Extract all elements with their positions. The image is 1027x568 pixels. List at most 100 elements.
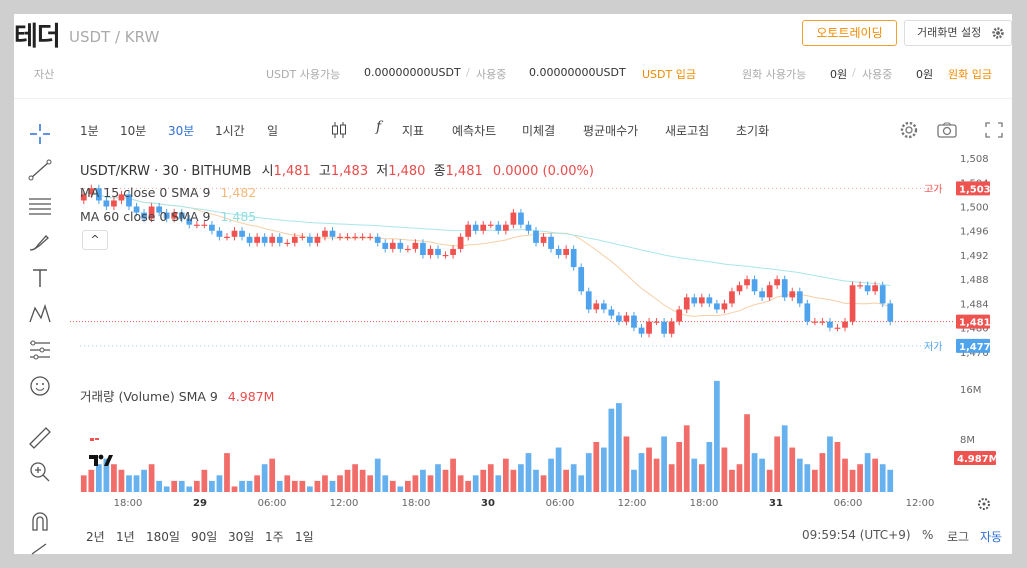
candle	[193, 224, 200, 226]
auto-trading-button[interactable]: 오토트레이딩	[802, 20, 897, 46]
volume-bar	[502, 458, 509, 492]
volume-bar	[804, 464, 811, 492]
volume-bar	[133, 475, 140, 492]
candle	[420, 242, 426, 255]
high-value: 1,503	[959, 184, 991, 195]
magnet-icon[interactable]	[24, 508, 56, 536]
candle	[95, 188, 102, 201]
candle	[299, 236, 306, 238]
candle	[555, 248, 562, 255]
time-settings-icon[interactable]	[976, 496, 992, 512]
crosshair-icon[interactable]	[24, 120, 56, 148]
volume-bar	[744, 414, 750, 492]
volume-bar	[857, 464, 863, 492]
lock-drawings-icon[interactable]	[24, 542, 56, 556]
interval-10m[interactable]: 10분	[120, 124, 147, 138]
candle	[857, 285, 863, 287]
volume-bar	[337, 475, 343, 492]
candle	[744, 279, 750, 286]
interval-1m[interactable]: 1분	[80, 124, 99, 138]
volume-bar	[706, 442, 713, 492]
range-1y[interactable]: 1년	[116, 530, 135, 544]
open-label: 시	[261, 164, 274, 179]
pattern-icon[interactable]	[24, 300, 56, 328]
volume-bar	[103, 458, 110, 492]
candle	[781, 279, 788, 298]
auto-toggle[interactable]: 자동	[980, 530, 1003, 544]
fib-lines-icon[interactable]	[24, 192, 56, 220]
interval-day[interactable]: 일	[267, 124, 279, 138]
volume-label: 거래량 (Volume) SMA 9	[80, 389, 218, 404]
ruler-icon[interactable]	[24, 422, 56, 450]
zoom-in-icon[interactable]	[24, 458, 56, 486]
volume-bar	[246, 480, 253, 492]
volume-bar	[849, 469, 856, 492]
candle	[789, 291, 796, 298]
log-toggle[interactable]: 로그	[947, 530, 970, 544]
legend-collapse-button[interactable]: ^	[82, 230, 108, 250]
time-tick-label: 18:00	[690, 498, 719, 509]
open-orders-button[interactable]: 미체결	[522, 124, 556, 138]
range-90d[interactable]: 90일	[191, 530, 218, 544]
volume-bar	[834, 442, 841, 492]
chart-settings-icon[interactable]	[898, 120, 920, 140]
indicator-button[interactable]: 지표	[402, 124, 425, 138]
range-1d[interactable]: 1일	[295, 530, 314, 544]
candle	[246, 236, 253, 243]
prediction-icon[interactable]	[24, 336, 56, 364]
volume-bar	[344, 469, 351, 492]
text-tool-icon[interactable]	[24, 264, 56, 292]
volume-bar	[480, 469, 487, 492]
candle	[872, 285, 879, 292]
trend-line-icon[interactable]	[24, 156, 56, 184]
volume-bar	[796, 458, 803, 492]
percent-toggle[interactable]: %	[922, 528, 934, 542]
range-2y[interactable]: 2년	[86, 530, 105, 544]
candle	[141, 212, 147, 219]
forecast-button[interactable]: 예측차트	[452, 124, 497, 138]
symbol-label: USDT/KRW · 30 · BITHUMB	[80, 164, 252, 179]
candle-type-icon[interactable]	[330, 120, 348, 140]
ma60-legend[interactable]: MA 60 close 0 SMA 9 1,485	[80, 209, 256, 224]
reset-button[interactable]: 초기화	[736, 124, 770, 138]
volume-bar	[751, 453, 758, 492]
candle	[827, 321, 833, 328]
usdt-deposit-link[interactable]: USDT 입금	[642, 68, 696, 81]
krw-deposit-link[interactable]: 원화 입금	[948, 68, 992, 81]
candle	[623, 315, 630, 322]
time-tick-label: 12:00	[330, 498, 359, 509]
emoji-icon[interactable]	[24, 372, 56, 400]
fx-icon[interactable]: f	[376, 119, 382, 135]
avg-price-button[interactable]: 평균매수가	[583, 124, 639, 138]
slash: /	[852, 66, 856, 79]
range-30d[interactable]: 30일	[228, 530, 255, 544]
candle	[804, 303, 811, 322]
low-badge	[956, 338, 990, 353]
interval-1h[interactable]: 1시간	[215, 124, 245, 138]
ma15-legend[interactable]: MA 15 close 0 SMA 9 1,482	[80, 185, 256, 200]
camera-icon[interactable]	[936, 120, 958, 140]
candle	[186, 218, 193, 225]
volume-bar	[585, 453, 592, 492]
usdt-in-use-value: 0.00000000USDT	[529, 66, 626, 79]
candle	[261, 236, 268, 243]
pair-label: USDT / KRW	[69, 28, 160, 46]
volume-bar	[616, 403, 622, 492]
volume-value: 4.987M	[227, 389, 275, 404]
fullscreen-icon[interactable]	[983, 120, 1005, 140]
interval-30m[interactable]: 30분	[168, 124, 195, 138]
volume-bar	[284, 475, 291, 492]
screen-settings-button[interactable]: 거래화면 설정	[904, 20, 1012, 46]
divider	[14, 98, 1012, 99]
volume-bar	[163, 486, 170, 492]
brush-icon[interactable]	[24, 228, 56, 256]
range-180d[interactable]: 180일	[146, 530, 180, 544]
volume-bar	[186, 486, 193, 492]
price-chart[interactable]: 1,5081,5041,5001,4961,4921,4881,4841,480…	[14, 14, 1012, 554]
volume-bar	[819, 453, 826, 492]
candle	[291, 236, 298, 243]
refresh-button[interactable]: 새로고침	[665, 124, 710, 138]
range-1w[interactable]: 1주	[265, 530, 284, 544]
candle	[646, 321, 652, 334]
clock[interactable]: 09:59:54 (UTC+9)	[802, 528, 911, 542]
